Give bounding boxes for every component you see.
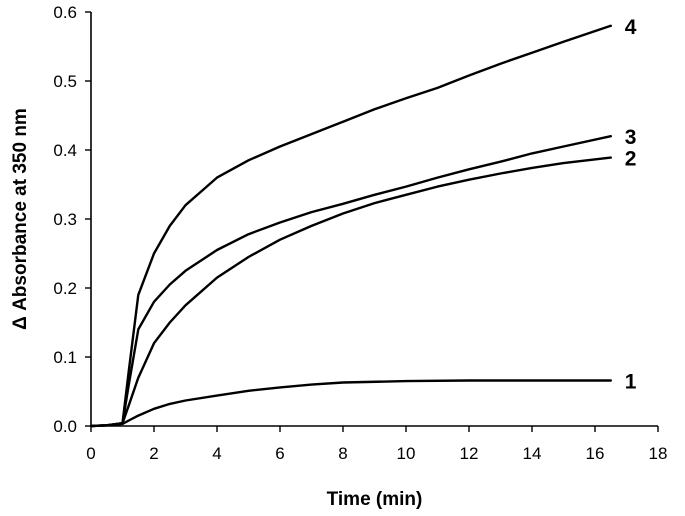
x-tick-label: 6 <box>275 444 284 463</box>
y-axis-title: Δ Absorbance at 350 nm <box>10 108 31 330</box>
series-label-2: 2 <box>625 148 637 171</box>
series-label-3: 3 <box>625 126 637 149</box>
x-tick-label: 8 <box>338 444 347 463</box>
series-label-4: 4 <box>625 16 637 39</box>
x-tick-label: 0 <box>86 444 95 463</box>
series-line-2 <box>89 156 612 428</box>
y-tick-label: 0.6 <box>53 3 77 22</box>
series-line-4 <box>89 24 612 428</box>
y-tick-label: 0.1 <box>53 348 77 367</box>
x-tick-label: 12 <box>460 444 479 463</box>
y-tick-label: 0.2 <box>53 279 77 298</box>
x-tick-label: 16 <box>586 444 605 463</box>
series-line-3 <box>89 134 612 428</box>
series-line-1 <box>89 379 612 428</box>
y-tick-label: 0.5 <box>53 72 77 91</box>
x-tick-label: 10 <box>397 444 416 463</box>
series-label-1: 1 <box>625 370 637 393</box>
x-tick-label: 4 <box>212 444 221 463</box>
x-tick-label: 2 <box>149 444 158 463</box>
x-axis-title: Time (min) <box>327 489 423 510</box>
x-tick-label: 18 <box>649 444 668 463</box>
x-tick-label: 14 <box>523 444 542 463</box>
y-tick-label: 0.4 <box>53 141 77 160</box>
tick-group: 0 2 4 6 8 10 12 14 16 180.00.10.20.30.40.50.6 <box>53 3 667 463</box>
series-group <box>89 24 612 428</box>
y-tick-label: 0.3 <box>53 210 77 229</box>
series-label-group: 1 23 4 <box>625 16 637 394</box>
y-tick-label: 0.0 <box>53 417 77 436</box>
